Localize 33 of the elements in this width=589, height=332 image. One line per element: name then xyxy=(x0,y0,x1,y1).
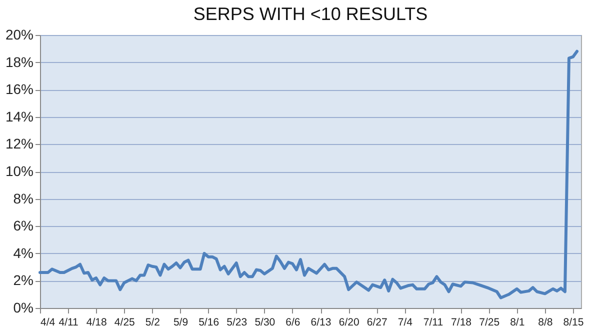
x-tick-label: 7/4 xyxy=(398,316,413,328)
y-tick-label: 2% xyxy=(13,272,34,288)
x-tick-label: 5/16 xyxy=(198,316,220,328)
x-tick-label: 4/18 xyxy=(86,316,107,328)
y-tick-label: 18% xyxy=(5,54,34,70)
y-tick-label: 4% xyxy=(13,244,34,261)
line-series xyxy=(38,50,578,300)
x-tick-label: 8/15 xyxy=(563,316,584,328)
x-tick-label: 5/23 xyxy=(226,316,248,328)
x-tick-label: 6/13 xyxy=(310,316,332,328)
y-tick-label: 8% xyxy=(13,190,34,206)
x-tick-label: 4/25 xyxy=(114,316,136,328)
x-tick-label: 5/9 xyxy=(173,316,188,328)
x-tick-label: 8/8 xyxy=(538,316,553,328)
x-tick-label: 5/30 xyxy=(254,316,276,328)
x-tick-label: 5/2 xyxy=(145,316,160,328)
y-tick-label: 16% xyxy=(5,81,34,98)
x-tick-label: 7/11 xyxy=(423,316,444,328)
x-tick-label: 7/25 xyxy=(479,316,500,328)
x-tick-label: 6/6 xyxy=(286,316,300,328)
y-tick-label: 6% xyxy=(13,218,34,234)
x-tick-label: 7/18 xyxy=(451,316,472,328)
y-tick-label: 20% xyxy=(5,26,34,42)
x-tick-label: 4/11 xyxy=(58,316,79,328)
x-tick-label: 6/27 xyxy=(366,316,388,328)
y-tick-label: 14% xyxy=(5,108,34,124)
y-tick-label: 10% xyxy=(5,163,34,179)
x-tick-label: 4/4 xyxy=(40,316,56,328)
x-tick-label: 8/1 xyxy=(510,316,525,328)
y-tick-label: 0% xyxy=(13,300,34,316)
x-tick-label: 6/20 xyxy=(338,316,360,328)
y-tick-label: 12% xyxy=(5,136,34,152)
chart-title: SERPS WITH <10 RESULTS xyxy=(193,4,428,24)
